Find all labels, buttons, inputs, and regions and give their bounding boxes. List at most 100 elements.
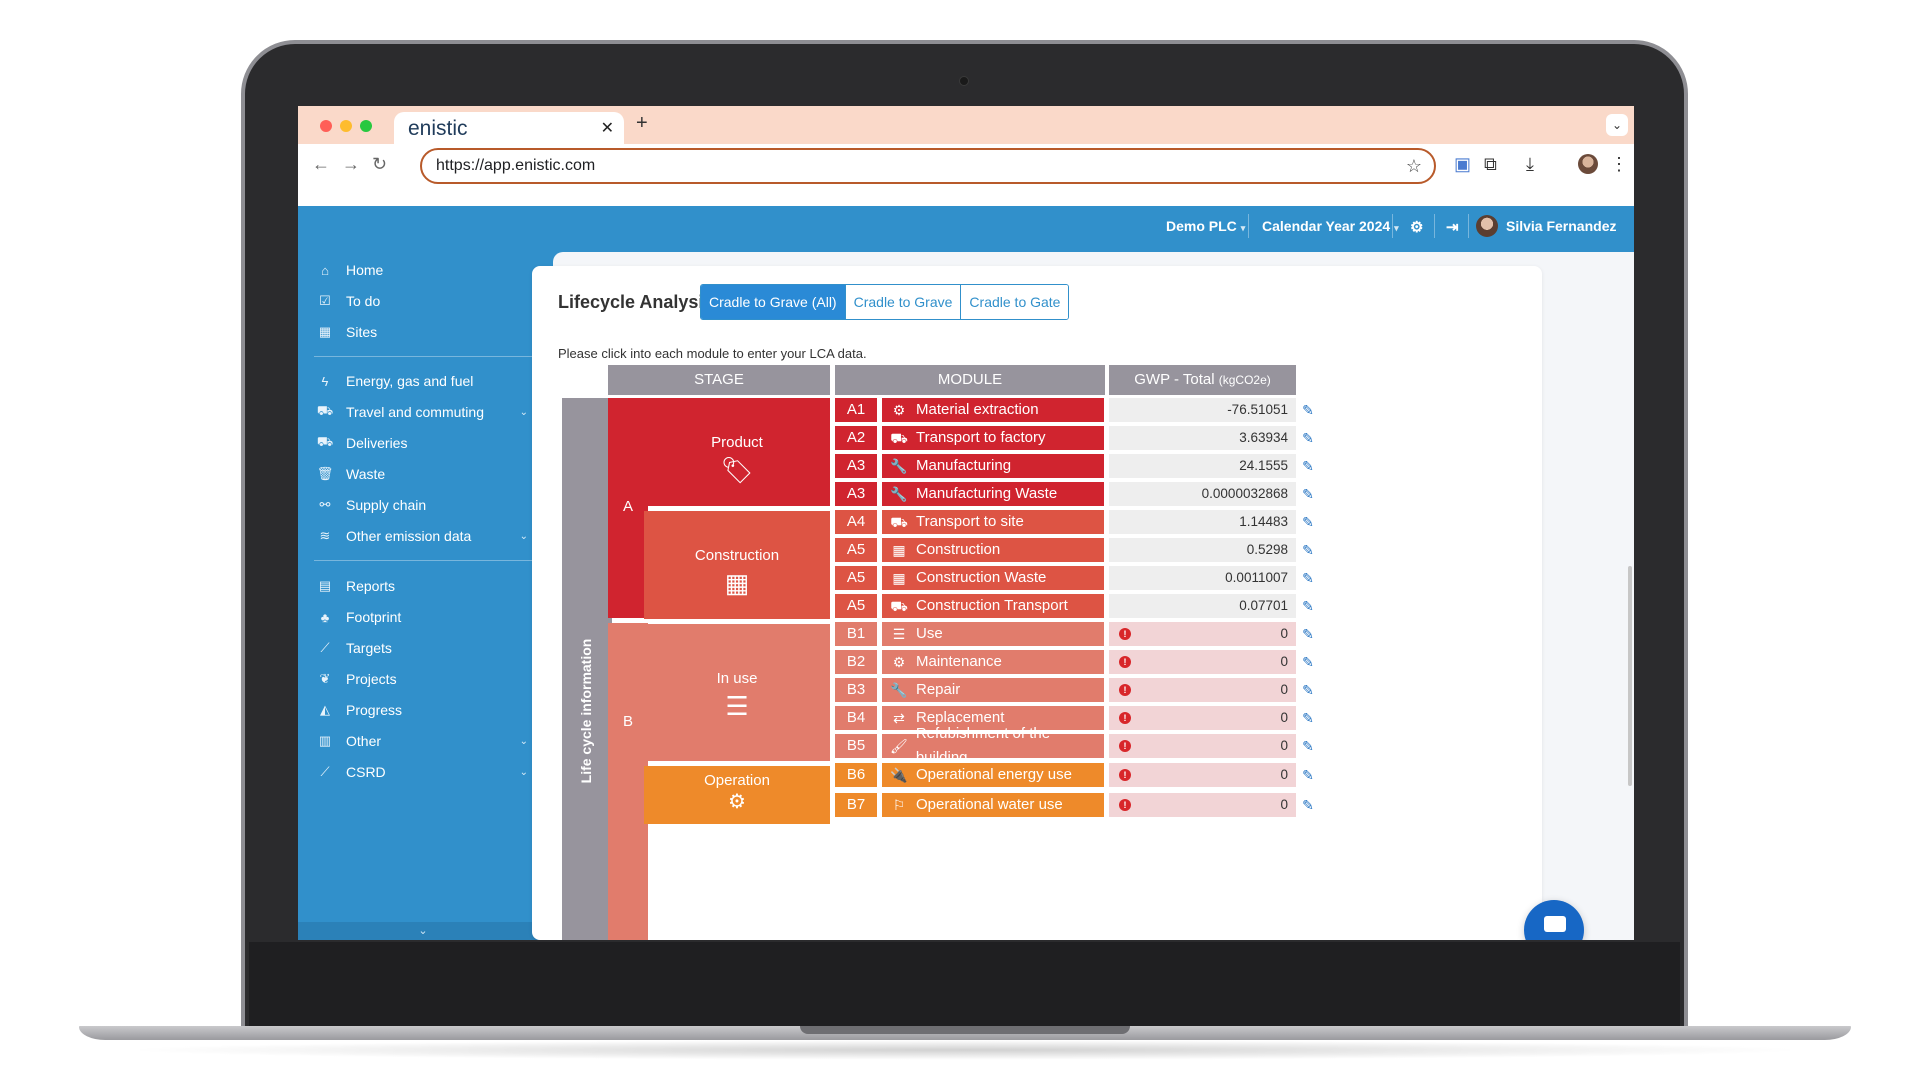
- window-close-button[interactable]: [320, 120, 332, 132]
- sidebar-item-travel[interactable]: ⛟ Travel and commuting ⌄: [314, 402, 534, 422]
- module-code[interactable]: A5: [835, 594, 877, 618]
- new-tab-icon[interactable]: +: [636, 112, 648, 134]
- module-cell[interactable]: ▦ Construction Waste: [882, 566, 1104, 590]
- edit-pencil-icon[interactable]: ✎: [1302, 542, 1314, 558]
- sidebar-item-csrd[interactable]: ⟋ CSRD ⌄: [314, 762, 534, 782]
- module-code[interactable]: B7: [835, 793, 877, 817]
- edit-pencil-icon[interactable]: ✎: [1302, 598, 1314, 614]
- edit-pencil-icon[interactable]: ✎: [1302, 767, 1314, 783]
- chat-button[interactable]: [1524, 900, 1584, 940]
- edit-pencil-icon[interactable]: ✎: [1302, 570, 1314, 586]
- module-code[interactable]: B3: [835, 678, 877, 702]
- edit-pencil-icon[interactable]: ✎: [1302, 738, 1314, 754]
- sidebar-item-targets[interactable]: ⟋ Targets: [314, 638, 534, 658]
- forward-icon[interactable]: →: [342, 154, 360, 174]
- module-code[interactable]: A3: [835, 454, 877, 478]
- edit-pencil-icon[interactable]: ✎: [1302, 402, 1314, 418]
- stage-operation[interactable]: Operation ⚙: [644, 766, 830, 824]
- sidebar-item-other-emission[interactable]: ≋ Other emission data ⌄: [314, 526, 534, 546]
- sidebar-scroll-down-icon[interactable]: ⌄: [298, 922, 548, 940]
- gwp-value-cell[interactable]: -76.51051: [1109, 398, 1296, 422]
- module-code[interactable]: A5: [835, 538, 877, 562]
- gwp-value-cell[interactable]: 1.14483: [1109, 510, 1296, 534]
- module-code[interactable]: B6: [835, 763, 877, 787]
- module-code[interactable]: B1: [835, 622, 877, 646]
- sign-out-icon[interactable]: ⇥: [1446, 219, 1459, 236]
- address-bar[interactable]: ☆: [420, 148, 1436, 184]
- edit-pencil-icon[interactable]: ✎: [1302, 486, 1314, 502]
- gwp-value-cell[interactable]: ! 0: [1109, 650, 1296, 674]
- tab-search-icon[interactable]: ⌄: [1606, 114, 1628, 136]
- edit-pencil-icon[interactable]: ✎: [1302, 654, 1314, 670]
- module-cell[interactable]: 🖌 Refubishment of the building: [882, 725, 1104, 766]
- gwp-value-cell[interactable]: 3.63934: [1109, 426, 1296, 450]
- gwp-value-cell[interactable]: ! 0: [1109, 734, 1296, 758]
- edit-pencil-icon[interactable]: ✎: [1302, 458, 1314, 474]
- edit-pencil-icon[interactable]: ✎: [1302, 710, 1314, 726]
- sidebar-item-deliveries[interactable]: ⛟ Deliveries: [314, 433, 534, 453]
- module-cell[interactable]: ⛟ Construction Transport: [882, 594, 1104, 618]
- gwp-value-cell[interactable]: 0.0000032868: [1109, 482, 1296, 506]
- edit-pencil-icon[interactable]: ✎: [1302, 682, 1314, 698]
- sidebar-item-projects[interactable]: ❦ Projects: [314, 669, 534, 689]
- module-cell[interactable]: 🔧 Manufacturing: [882, 454, 1104, 478]
- gwp-value-cell[interactable]: 0.5298: [1109, 538, 1296, 562]
- stage-in-use[interactable]: In use ☰: [644, 624, 830, 761]
- module-cell[interactable]: ⇄ Replacement: [882, 706, 1104, 730]
- back-icon[interactable]: ←: [312, 154, 330, 174]
- module-code[interactable]: A5: [835, 566, 877, 590]
- stage-product[interactable]: Product 🏷: [644, 398, 830, 506]
- browser-tab[interactable]: enistic ✕: [394, 112, 624, 144]
- period-selector[interactable]: Calendar Year 2024 ▾: [1262, 218, 1399, 234]
- module-cell[interactable]: ⚙ Material extraction: [882, 398, 1104, 422]
- module-code[interactable]: A4: [835, 510, 877, 534]
- module-cell[interactable]: ⚙ Maintenance: [882, 650, 1104, 674]
- edit-pencil-icon[interactable]: ✎: [1302, 797, 1314, 813]
- module-code[interactable]: A1: [835, 398, 877, 422]
- gwp-value-cell[interactable]: ! 0: [1109, 793, 1296, 817]
- window-maximize-button[interactable]: [360, 120, 372, 132]
- download-icon[interactable]: ⤓: [1526, 154, 1534, 174]
- module-cell[interactable]: ⛟ Transport to site: [882, 510, 1104, 534]
- edit-pencil-icon[interactable]: ✎: [1302, 514, 1314, 530]
- module-cell[interactable]: 🔧 Manufacturing Waste: [882, 482, 1104, 506]
- page-scrollbar[interactable]: [1628, 566, 1632, 786]
- sidebar-item-reports[interactable]: ▤ Reports: [314, 576, 534, 596]
- module-cell[interactable]: 🔧 Repair: [882, 678, 1104, 702]
- tab-cradle-to-grave[interactable]: Cradle to Grave: [845, 285, 962, 319]
- gwp-value-cell[interactable]: ! 0: [1109, 763, 1296, 787]
- module-cell[interactable]: ☰ Use: [882, 622, 1104, 646]
- sidebar-item-supply-chain[interactable]: ⚯ Supply chain: [314, 495, 534, 515]
- gwp-value-cell[interactable]: 24.1555: [1109, 454, 1296, 478]
- extension-icon[interactable]: ▣: [1454, 154, 1472, 174]
- more-menu-icon[interactable]: ⋮: [1610, 154, 1628, 174]
- sidebar-item-todo[interactable]: ☑ To do: [314, 291, 534, 311]
- module-cell[interactable]: ⚐ Operational water use: [882, 793, 1104, 817]
- company-selector[interactable]: Demo PLC ▾: [1166, 218, 1245, 234]
- sidebar-item-progress[interactable]: ◭ Progress: [314, 700, 534, 720]
- sidebar-item-energy[interactable]: ϟ Energy, gas and fuel: [314, 371, 534, 391]
- window-minimize-button[interactable]: [340, 120, 352, 132]
- module-cell[interactable]: ⛟ Transport to factory: [882, 426, 1104, 450]
- url-input[interactable]: [436, 157, 1336, 175]
- gwp-value-cell[interactable]: 0.0011007: [1109, 566, 1296, 590]
- bookmark-star-icon[interactable]: ☆: [1405, 156, 1422, 176]
- sidebar-item-sites[interactable]: ▦ Sites: [314, 322, 534, 342]
- user-name[interactable]: Silvia Fernandez: [1506, 218, 1617, 234]
- gwp-value-cell[interactable]: ! 0: [1109, 622, 1296, 646]
- module-code[interactable]: A3: [835, 482, 877, 506]
- edit-pencil-icon[interactable]: ✎: [1302, 430, 1314, 446]
- browser-profile-avatar[interactable]: [1578, 154, 1598, 174]
- edit-pencil-icon[interactable]: ✎: [1302, 626, 1314, 642]
- stage-construction[interactable]: Construction ▦: [644, 511, 830, 619]
- gwp-value-cell[interactable]: ! 0: [1109, 678, 1296, 702]
- sidebar-item-other[interactable]: ▥ Other ⌄: [314, 731, 534, 751]
- sidebar-item-footprint[interactable]: ♣ Footprint: [314, 607, 534, 627]
- sidebar-item-waste[interactable]: 🗑 Waste: [314, 464, 534, 484]
- module-code[interactable]: A2: [835, 426, 877, 450]
- tab-cradle-to-gate[interactable]: Cradle to Gate: [961, 285, 1069, 319]
- gwp-value-cell[interactable]: ! 0: [1109, 706, 1296, 730]
- gear-icon[interactable]: ⚙: [1410, 219, 1424, 236]
- reload-icon[interactable]: ↻: [372, 154, 388, 174]
- puzzle-icon[interactable]: ⧉: [1484, 154, 1497, 174]
